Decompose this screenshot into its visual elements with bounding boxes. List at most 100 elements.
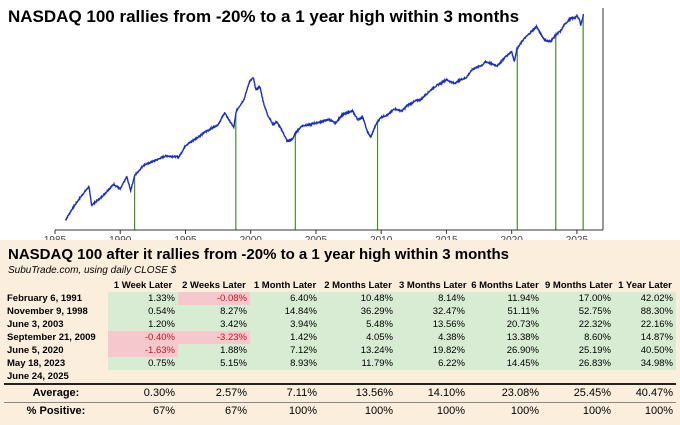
return-cell: 88.30% xyxy=(614,305,676,318)
x-tick-label: 2000 xyxy=(240,235,263,240)
header-cell xyxy=(4,279,108,292)
row-date: June 5, 2020 xyxy=(7,345,64,356)
x-tick-label: 2005 xyxy=(305,235,328,240)
return-cell xyxy=(250,370,320,384)
return-cell xyxy=(178,370,250,384)
return-cell: 26.90% xyxy=(468,344,542,357)
row-date: September 21, 2009 xyxy=(7,332,96,343)
table-row: May 18, 2023 0.75% 5.15% 8.93% 11.79% 6.22% 14… xyxy=(4,357,676,370)
return-cell: 1.42% xyxy=(250,331,320,344)
price-line xyxy=(64,13,585,221)
return-cell: 4.38% xyxy=(396,331,468,344)
table-subtitle: SubuTrade.com, using daily CLOSE $ xyxy=(8,265,177,276)
return-cell: 32.47% xyxy=(396,305,468,318)
positive-row-cell: 100% xyxy=(542,402,614,420)
price-chart: NASDAQ 100 rallies from -20% to a 1 year… xyxy=(8,7,604,240)
table-row: February 6, 1991 1.33% -0.08% 6.40% 10.48% 8.… xyxy=(4,292,676,305)
x-axis: 1985 1990 1995 2000 2005 2010 2015 2020 2025 xyxy=(44,8,604,240)
table-row: June 3, 2003 1.20% 3.42% 3.94% 5.48% 13.56% 20… xyxy=(4,318,676,331)
return-cell: 17.00% xyxy=(542,292,614,305)
average-row-cell: 13.56% xyxy=(320,383,396,403)
return-cell: -0.40% xyxy=(108,331,178,344)
positive-row-cell: 67% xyxy=(178,402,250,420)
positive-row-label: % Positive: xyxy=(4,402,108,420)
return-cell: 8.60% xyxy=(542,331,614,344)
return-cell: 3.94% xyxy=(250,318,320,331)
chart-title: NASDAQ 100 rallies from -20% to a 1 year… xyxy=(8,7,519,26)
return-cell: 11.79% xyxy=(320,357,396,370)
return-cell xyxy=(108,370,178,384)
return-cell: 10.48% xyxy=(320,292,396,305)
return-cell: 25.19% xyxy=(542,344,614,357)
return-cell: 3.42% xyxy=(178,318,250,331)
marker-layer xyxy=(133,15,584,230)
x-tick-label: 2025 xyxy=(566,235,589,240)
return-cell: -3.23% xyxy=(178,331,250,344)
return-cell: 1.33% xyxy=(108,292,178,305)
row-date: February 6, 1991 xyxy=(7,293,82,304)
positive-row-cell: 100% xyxy=(396,402,468,420)
return-cell xyxy=(396,370,468,384)
table-row: June 24, 2025 xyxy=(4,370,676,384)
header-cell: 6 Months Later xyxy=(471,280,539,291)
table-row: November 9, 1998 0.54% 8.27% 14.84% 36.29% 32… xyxy=(4,305,676,318)
return-cell xyxy=(320,370,396,384)
table-row: June 5, 2020 -1.63% 1.88% 7.12% 13.24% 19.82%… xyxy=(4,344,676,357)
return-cell: 1.20% xyxy=(108,318,178,331)
header-cell: 9 Months Later xyxy=(545,280,613,291)
x-tick-label: 1985 xyxy=(44,235,67,240)
x-tick-label: 1990 xyxy=(109,235,132,240)
return-cell: 42.02% xyxy=(614,292,676,305)
results-panel: NASDAQ 100 after it rallies from -20% to… xyxy=(0,240,680,425)
table-row: September 21, 2009 -0.40% -3.23% 1.42% 4.05%… xyxy=(4,331,676,344)
return-cell: 7.12% xyxy=(250,344,320,357)
return-cell: 11.94% xyxy=(468,292,542,305)
return-cell: 13.56% xyxy=(396,318,468,331)
average-row-cell: 7.11% xyxy=(250,383,320,403)
row-date: November 9, 1998 xyxy=(7,306,88,317)
positive-row: % Positive: 67% 67% 100% 100% 100% 100% 100% 100… xyxy=(4,402,676,420)
header-cell: 2 Weeks Later xyxy=(182,280,246,291)
average-row-label: Average: xyxy=(4,383,108,403)
row-date: June 24, 2025 xyxy=(7,371,69,382)
return-cell: 13.38% xyxy=(468,331,542,344)
positive-row-cell: 100% xyxy=(320,402,396,420)
row-date: June 3, 2003 xyxy=(7,319,64,330)
return-cell: -0.08% xyxy=(178,292,250,305)
average-row-cell: 2.57% xyxy=(178,383,250,403)
return-cell: 5.48% xyxy=(320,318,396,331)
return-cell: 14.45% xyxy=(468,357,542,370)
return-cell xyxy=(542,370,614,384)
average-row-cell: 25.45% xyxy=(542,383,614,403)
header-cell: 1 Week Later xyxy=(113,280,173,291)
return-cell: 22.32% xyxy=(542,318,614,331)
return-cell: 5.15% xyxy=(178,357,250,370)
return-cell: 40.50% xyxy=(614,344,676,357)
return-cell: 13.24% xyxy=(320,344,396,357)
average-row-cell: 23.08% xyxy=(468,383,542,403)
row-date: May 18, 2023 xyxy=(7,358,66,369)
table-body: February 6, 1991 1.33% -0.08% 6.40% 10.48% 8.… xyxy=(4,292,676,420)
return-cell: 8.27% xyxy=(178,305,250,318)
table-title: NASDAQ 100 after it rallies from -20% to… xyxy=(8,246,509,263)
header-cell: 1 Month Later xyxy=(253,280,317,291)
average-row-cell: 40.47% xyxy=(614,383,676,403)
return-cell: 6.22% xyxy=(396,357,468,370)
return-cell: 34.98% xyxy=(614,357,676,370)
return-cell: 22.16% xyxy=(614,318,676,331)
header-cell: 1 Year Later xyxy=(618,280,672,291)
return-cell: 51.11% xyxy=(468,305,542,318)
x-tick-label: 2010 xyxy=(370,235,393,240)
header-cell: 3 Months Later xyxy=(399,280,467,291)
return-cell xyxy=(614,370,676,384)
return-cell: 14.87% xyxy=(614,331,676,344)
header-row: 1 Week Later 2 Weeks Later 1 Month Later… xyxy=(4,279,676,292)
return-cell: 19.82% xyxy=(396,344,468,357)
positive-row-cell: 100% xyxy=(468,402,542,420)
x-tick-label: 2020 xyxy=(501,235,524,240)
return-cell: 4.05% xyxy=(320,331,396,344)
positive-row-cell: 100% xyxy=(250,402,320,420)
positive-row-cell: 100% xyxy=(614,402,676,420)
return-cell: 14.84% xyxy=(250,305,320,318)
return-cell: 26.83% xyxy=(542,357,614,370)
